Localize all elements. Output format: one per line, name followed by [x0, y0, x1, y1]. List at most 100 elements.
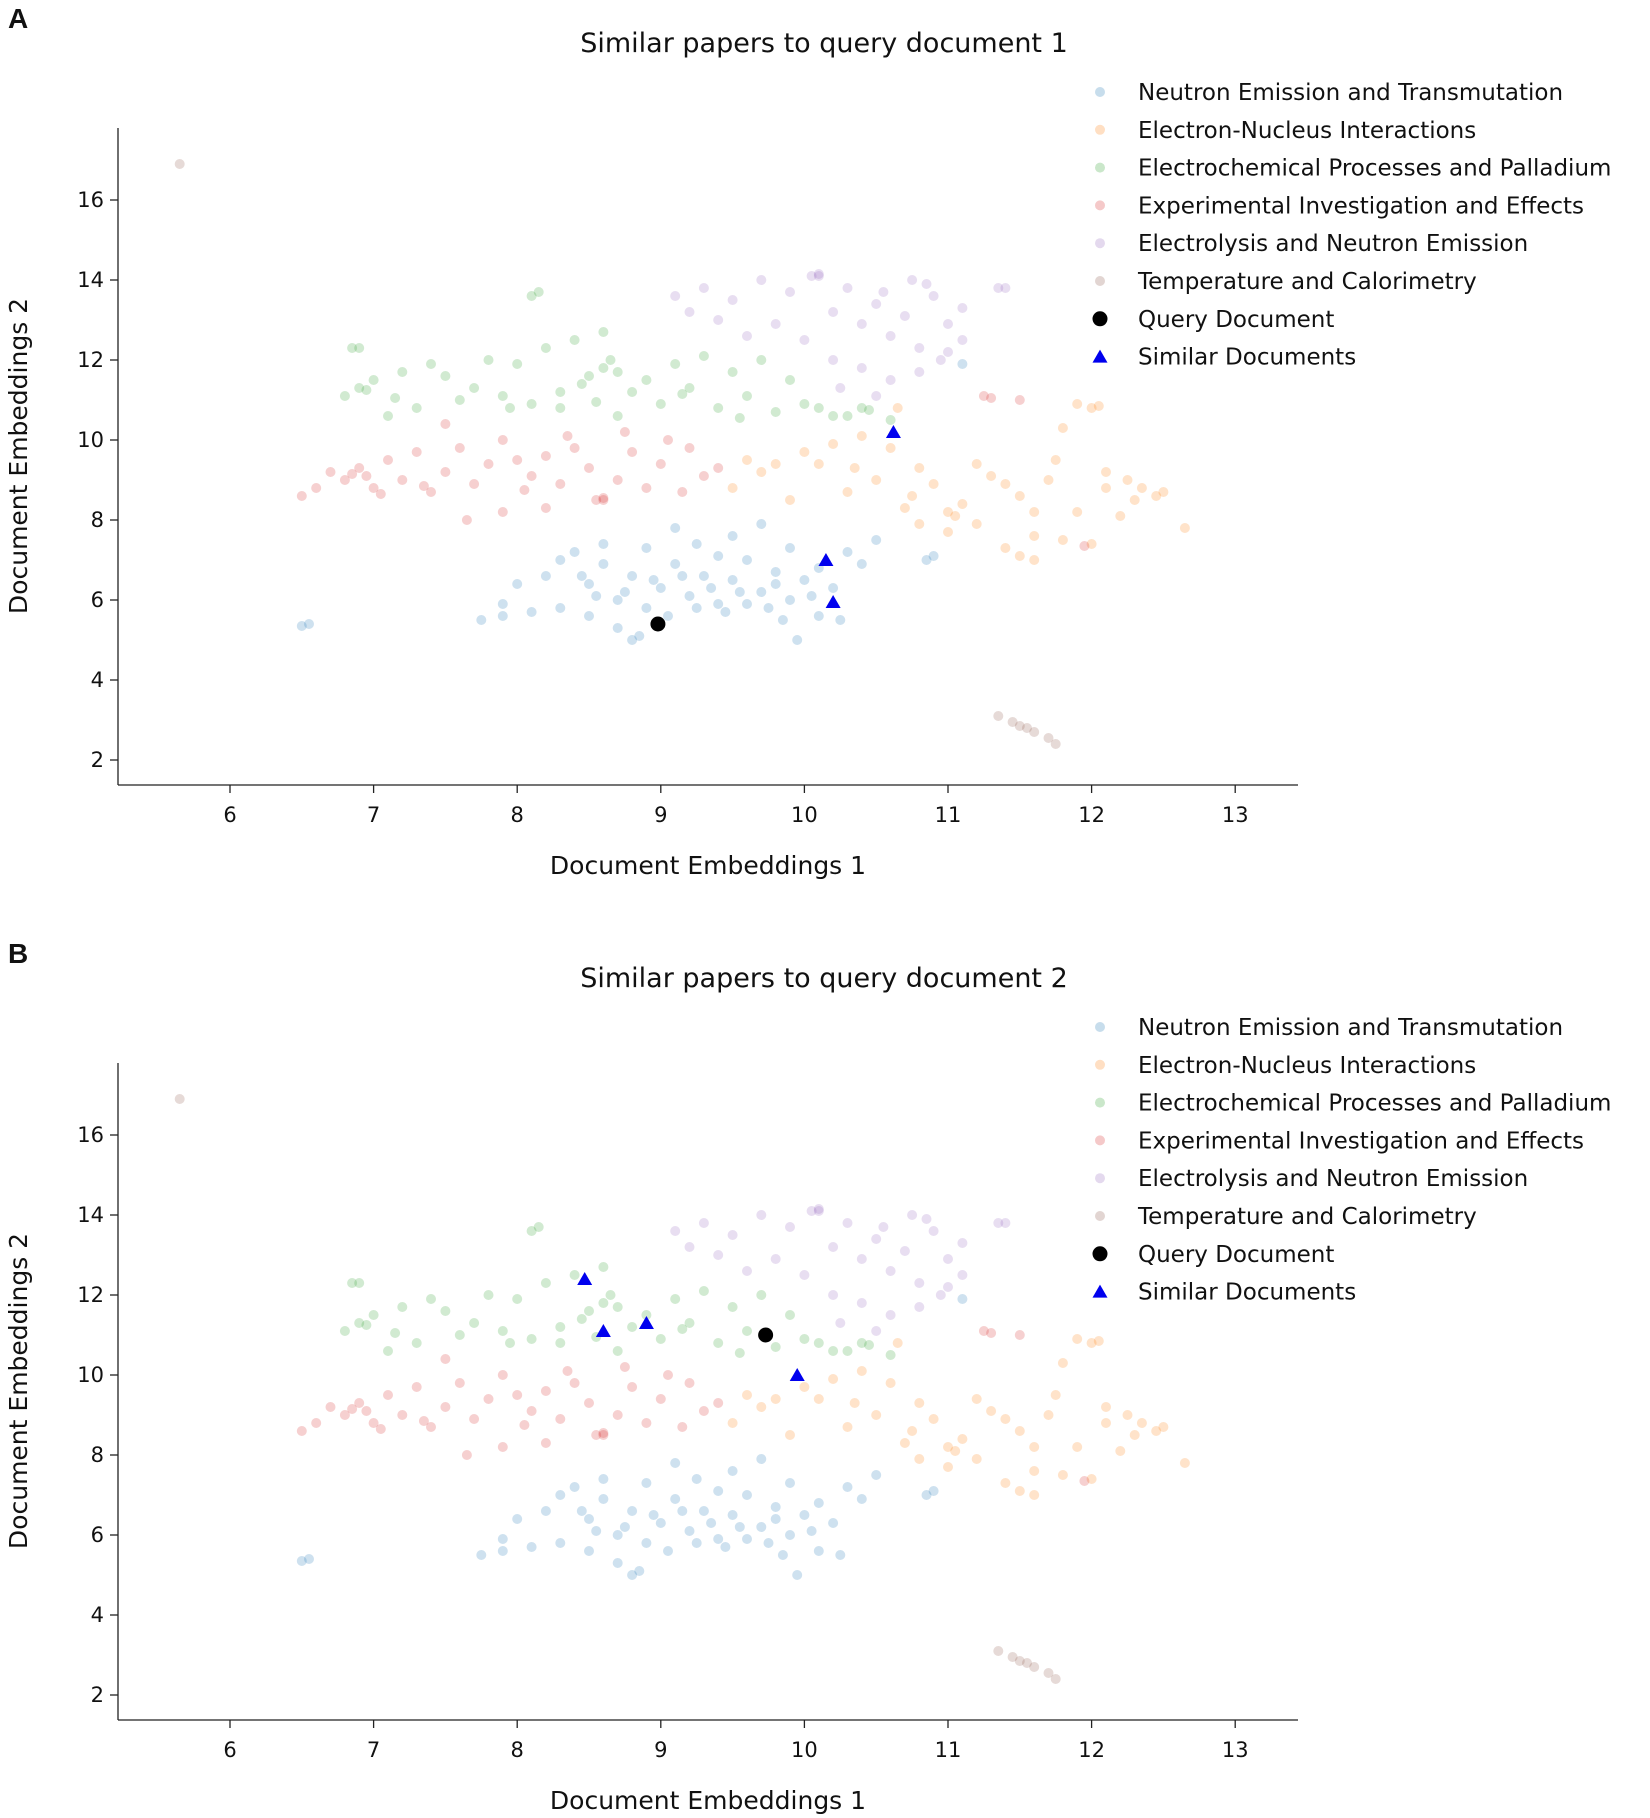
scatter-point-neutron-transmutation	[598, 1494, 609, 1504]
scatter-point-electrochemical-palladium	[390, 1328, 401, 1338]
scatter-point-experimental-investigation	[641, 1418, 652, 1428]
scatter-point-electrochemical-palladium	[569, 1270, 580, 1280]
scatter-point-experimental-investigation	[469, 1414, 480, 1424]
scatter-point-neutron-transmutation	[619, 587, 630, 597]
scatter-point-electrochemical-palladium	[864, 1340, 874, 1350]
scatter-point-electrochemical-palladium	[555, 1322, 566, 1332]
legend-marker	[1095, 238, 1105, 249]
scatter-point-experimental-investigation	[454, 1378, 465, 1388]
scatter-point-neutron-transmutation	[476, 1550, 487, 1560]
scatter-point-electrolysis-neutron	[828, 1242, 839, 1252]
scatter-point-experimental-investigation	[311, 483, 322, 493]
scatter-point-experimental-investigation	[375, 489, 386, 499]
scatter-point-electrolysis-neutron	[871, 1326, 882, 1336]
scatter-point-experimental-investigation	[497, 1370, 508, 1380]
scatter-point-electron-nucleus	[899, 1438, 910, 1448]
scatter-point-experimental-investigation	[986, 1328, 997, 1338]
scatter-point-electrolysis-neutron	[921, 1214, 932, 1224]
scatter-point-temperature-calorimetry	[1029, 1662, 1040, 1672]
scatter-point-experimental-investigation	[512, 455, 523, 465]
scatter-point-electrolysis-neutron	[806, 1206, 817, 1216]
x-tick-label: 7	[367, 1738, 380, 1762]
scatter-point-electrolysis-neutron	[914, 367, 925, 377]
x-tick-label: 13	[1222, 803, 1249, 827]
scatter-point-electrochemical-palladium	[598, 1298, 609, 1308]
scatter-point-temperature-calorimetry	[1022, 723, 1032, 733]
scatter-point-electrochemical-palladium	[698, 351, 709, 361]
scatter-point-electrochemical-palladium	[864, 405, 874, 415]
scatter-point-electron-nucleus	[914, 1454, 925, 1464]
scatter-point-electron-nucleus	[1086, 1338, 1097, 1348]
scatter-point-neutron-transmutation	[526, 1542, 537, 1552]
scatter-point-electron-nucleus	[1057, 1358, 1068, 1368]
scatter-point-neutron-transmutation	[691, 539, 702, 549]
scatter-point-electron-nucleus	[1014, 1426, 1025, 1436]
scatter-point-electrochemical-palladium	[641, 375, 652, 385]
x-tick-label: 8	[511, 803, 524, 827]
scatter-point-electrochemical-palladium	[742, 391, 752, 401]
scatter-point-neutron-transmutation	[871, 1470, 882, 1480]
similar-document-marker	[577, 1272, 593, 1285]
scatter-point-electrolysis-neutron	[921, 279, 932, 289]
y-ticks: 2 4 6 8 10 12 14 16	[77, 188, 118, 772]
scatter-point-experimental-investigation	[677, 1422, 688, 1432]
scatter-point-neutron-transmutation	[670, 523, 681, 533]
similar-document-marker	[818, 553, 834, 566]
scatter-point-neutron-transmutation	[677, 1506, 688, 1516]
scatter-point-electron-nucleus	[856, 431, 867, 441]
scatter-point-temperature-calorimetry	[1050, 739, 1061, 749]
legend-marker	[1095, 1211, 1105, 1221]
scatter-point-electrochemical-palladium	[569, 335, 580, 345]
scatter-point-electrochemical-palladium	[411, 403, 422, 413]
scatter-point-electrolysis-neutron	[828, 307, 839, 317]
scatter-point-electrochemical-palladium	[512, 359, 523, 369]
legend-marker	[1095, 124, 1105, 135]
scatter-point-electrochemical-palladium	[713, 403, 724, 413]
scatter-point-electron-nucleus	[943, 507, 953, 517]
scatter-point-electron-nucleus	[1151, 491, 1162, 501]
scatter-point-experimental-investigation	[454, 443, 465, 453]
scatter-point-electrolysis-neutron	[742, 331, 752, 341]
scatter-point-experimental-investigation	[540, 1438, 551, 1448]
scatter-point-electrochemical-palladium	[742, 1326, 752, 1336]
scatter-point-experimental-investigation	[641, 483, 652, 493]
scatter-point-electron-nucleus	[899, 503, 910, 513]
scatter-point-electron-nucleus	[1014, 551, 1025, 561]
scatter-point-electrochemical-palladium	[612, 367, 623, 377]
scatter-point-neutron-transmutation	[785, 1478, 795, 1488]
scatter-point-electron-nucleus	[1158, 487, 1169, 497]
axes	[117, 1063, 1298, 1721]
y-tick-label: 6	[91, 1523, 104, 1547]
scatter-point-electrochemical-palladium	[347, 343, 358, 353]
scatter-point-experimental-investigation	[347, 469, 358, 479]
scatter-point-electron-nucleus	[943, 1462, 953, 1472]
scatter-point-experimental-investigation	[354, 1398, 365, 1408]
scatter-points	[174, 159, 1190, 749]
panel-label: B	[8, 938, 28, 969]
scatter-point-electrolysis-neutron	[835, 1318, 846, 1328]
scatter-point-electrochemical-palladium	[361, 385, 372, 395]
legend-marker	[1092, 1284, 1108, 1298]
scatter-point-electrochemical-palladium	[677, 389, 688, 399]
scatter-point-electrolysis-neutron	[770, 319, 781, 329]
scatter-point-experimental-investigation	[698, 471, 709, 481]
scatter-point-electrochemical-palladium	[598, 1262, 609, 1272]
x-axis-title: Document Embeddings 1	[550, 851, 866, 880]
scatter-point-electron-nucleus	[785, 495, 795, 505]
scatter-point-electrochemical-palladium	[540, 1278, 551, 1288]
scatter-point-neutron-transmutation	[777, 1550, 788, 1560]
scatter-point-experimental-investigation	[1079, 1476, 1090, 1486]
scatter-point-electron-nucleus	[849, 1398, 860, 1408]
scatter-point-neutron-transmutation	[792, 635, 803, 645]
scatter-point-electrochemical-palladium	[684, 1318, 695, 1328]
scatter-point-electron-nucleus	[1086, 1474, 1097, 1484]
y-tick-label: 14	[77, 1203, 104, 1227]
scatter-point-electrochemical-palladium	[828, 411, 839, 421]
scatter-point-electrolysis-neutron	[698, 283, 709, 293]
scatter-point-neutron-transmutation	[612, 1558, 623, 1568]
scatter-point-electron-nucleus	[1093, 401, 1104, 411]
chart-title: Similar papers to query document 1	[580, 28, 1068, 59]
y-tick-label: 16	[77, 188, 104, 212]
scatter-point-electrolysis-neutron	[785, 1222, 795, 1232]
scatter-point-electrolysis-neutron	[856, 363, 867, 373]
